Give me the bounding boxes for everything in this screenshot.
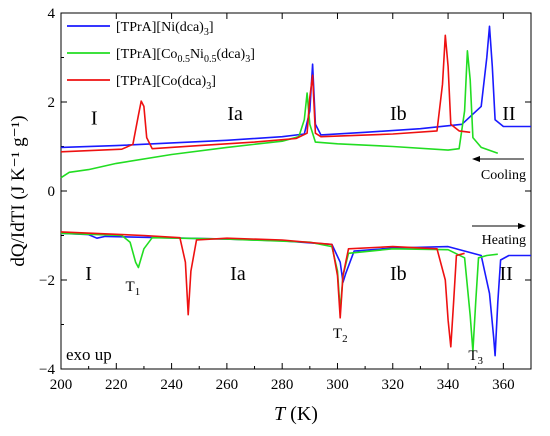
legend-entry: [TPrA][Co(dca)3] bbox=[116, 74, 216, 92]
series-3-cooling-line bbox=[60, 34, 471, 153]
x-tick-labels: 200 220 240 260 280 300 320 340 360 bbox=[50, 377, 515, 393]
x-tick-label: 280 bbox=[271, 377, 294, 393]
series-1-cooling-line bbox=[60, 25, 531, 149]
transition-label: T3 bbox=[468, 348, 483, 367]
series-2-cooling-line bbox=[60, 49, 499, 179]
y-tick-label: 0 bbox=[48, 184, 56, 200]
heating-arrow bbox=[472, 223, 526, 229]
cooling-label: Cooling bbox=[481, 168, 526, 183]
phase-label: II bbox=[502, 103, 515, 125]
x-axis-label: T (K) bbox=[274, 403, 318, 425]
x-tick-label: 220 bbox=[105, 377, 128, 393]
phase-label: Ia bbox=[230, 263, 246, 285]
y-tick-label: 2 bbox=[48, 95, 56, 111]
phase-label: Ib bbox=[390, 263, 407, 285]
x-tick-label: 340 bbox=[437, 377, 460, 393]
x-tick-label: 260 bbox=[216, 377, 239, 393]
phase-label: Ib bbox=[390, 103, 407, 125]
plot-frame bbox=[60, 12, 532, 370]
x-tick-label: 300 bbox=[326, 377, 349, 393]
series-lines bbox=[60, 25, 531, 357]
y-tick-labels: −4 −2 0 2 4 bbox=[39, 6, 55, 378]
heating-label: Heating bbox=[482, 233, 526, 248]
transition-label: T2 bbox=[333, 326, 348, 345]
y-tick-label: −4 bbox=[39, 362, 55, 378]
phase-label: I bbox=[85, 263, 92, 285]
x-tick-label: 240 bbox=[160, 377, 183, 393]
legend-entry: [TPrA][Co0.5Ni0.5(dca)3] bbox=[116, 47, 255, 65]
x-tick-label: 320 bbox=[382, 377, 405, 393]
x-tick-label: 360 bbox=[492, 377, 515, 393]
phase-label: II bbox=[499, 263, 512, 285]
legend: [TPrA][Ni(dca)3] [TPrA][Co0.5Ni0.5(dca)3]… bbox=[67, 20, 255, 92]
cooling-arrow bbox=[472, 156, 524, 162]
y-axis-label: dQ/IdTI (J K⁻¹ g⁻¹) bbox=[8, 115, 29, 266]
phase-label: Ia bbox=[227, 103, 243, 125]
x-tick-label: 200 bbox=[50, 377, 73, 393]
y-tick-label: −2 bbox=[39, 273, 55, 289]
phase-label: I bbox=[91, 107, 98, 129]
legend-entry: [TPrA][Ni(dca)3] bbox=[116, 20, 214, 38]
exo-up-label: exo up bbox=[66, 345, 112, 364]
transition-label: T1 bbox=[126, 279, 141, 298]
y-tick-label: 4 bbox=[48, 6, 56, 22]
axis-ticks bbox=[60, 12, 531, 370]
series-3-heating-line bbox=[60, 231, 465, 348]
